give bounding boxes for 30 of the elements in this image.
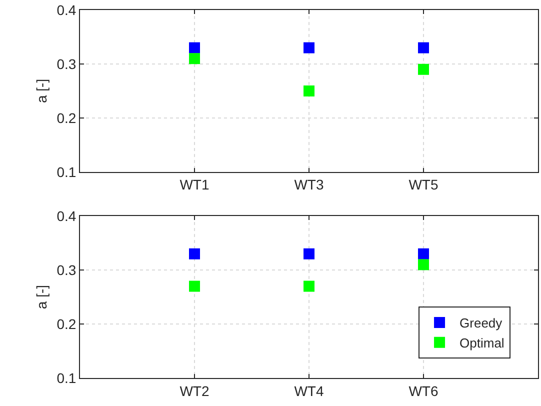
point xyxy=(304,42,314,54)
x-tick-label: WT1 xyxy=(180,176,210,193)
y-tick-label: 0.2 xyxy=(56,316,76,332)
y-tick-label: 0.4 xyxy=(56,208,76,224)
point xyxy=(418,259,429,270)
x-tick-label: WT3 xyxy=(294,176,324,193)
x-tick-label: WT4 xyxy=(294,382,324,399)
legend-label: Optimal xyxy=(460,335,504,350)
y-tick-label: 0.3 xyxy=(56,56,76,72)
legend-label: Greedy xyxy=(460,316,503,331)
point xyxy=(418,64,429,75)
point xyxy=(418,42,429,54)
point xyxy=(189,42,200,54)
y-tick-label: 0.2 xyxy=(56,110,76,126)
y-tick-label: 0.4 xyxy=(56,2,76,18)
y-axis-title: a [-] xyxy=(33,78,50,104)
point xyxy=(189,248,200,260)
y-axis-title: a [-] xyxy=(33,284,50,310)
y-tick-label: 0.1 xyxy=(56,164,76,180)
point xyxy=(304,85,314,96)
point xyxy=(189,53,200,64)
y-tick-label: 0.3 xyxy=(56,262,76,278)
x-tick-label: WT5 xyxy=(408,176,438,193)
point xyxy=(304,248,314,260)
point xyxy=(189,280,200,292)
point xyxy=(304,280,314,292)
x-tick-label: WT6 xyxy=(408,382,438,399)
y-tick-label: 0.1 xyxy=(56,370,76,386)
point xyxy=(418,248,429,260)
x-tick-label: WT2 xyxy=(180,382,210,399)
